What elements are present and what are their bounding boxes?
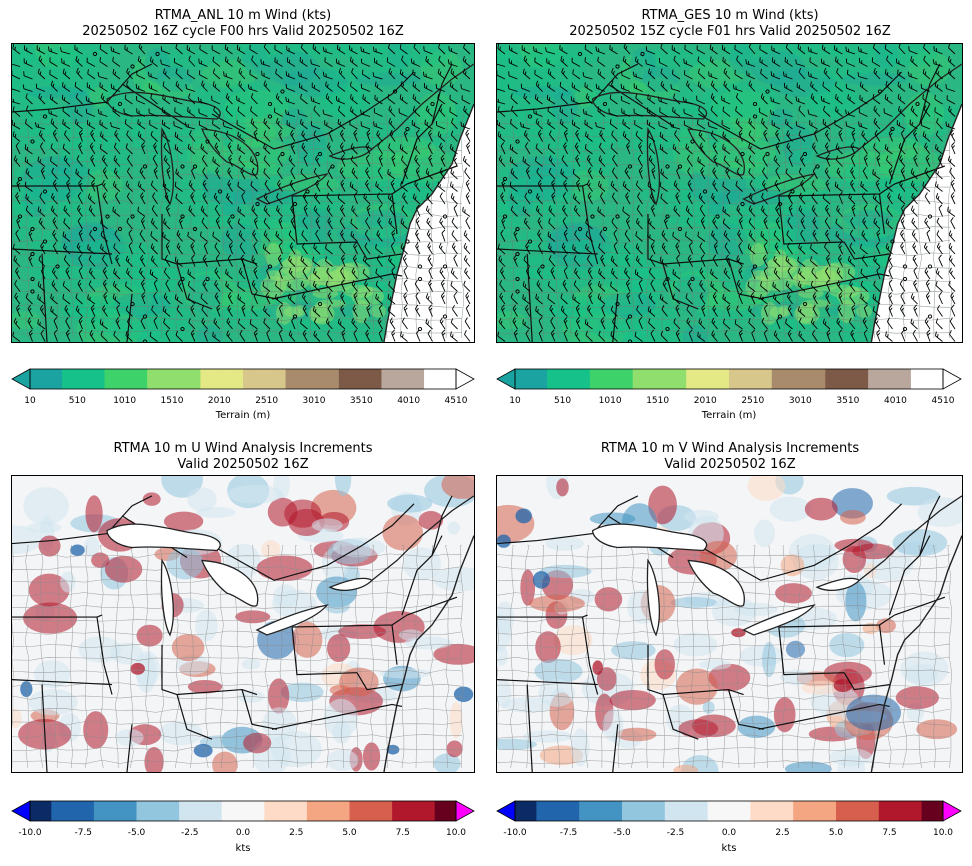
colorbar-tick-label: 5.0 [828,828,844,838]
terrain-colorbar-right [495,368,963,390]
colorbar-tick-label: -5.0 [127,828,146,838]
panel-title-ges: RTMA_GES 10 m Wind (kts) 20250502 15Z cy… [569,8,891,39]
colorbar-tick-label: 0.0 [235,828,251,838]
colorbar-tick-label: 3510 [349,396,373,406]
map-panel-uinc [11,475,475,773]
colorbar-tick-label: 1010 [598,396,622,406]
colorbar-tick-label: -2.5 [180,828,199,838]
colorbar-tick-label: -5.0 [613,828,631,838]
colorbar-tick-label: 2510 [255,396,279,406]
colorbar-tick-label: 10 [24,396,36,406]
colorbar-tick-label: -2.5 [666,828,685,838]
colorbar-tick-label: 510 [553,396,572,406]
increment-colorbar-label-right: kts [721,843,737,854]
increment-colorbar-label-left: kts [235,843,251,854]
colorbar-tick-label: 3010 [788,396,812,406]
colorbar-tick-label: -7.5 [559,828,578,838]
terrain-colorbar-label-right: Terrain (m) [701,410,757,421]
colorbar-tick-label: 2.5 [775,828,790,838]
colorbar-tick-label: 3010 [302,396,326,406]
terrain-colorbar-left [10,368,476,390]
panel-title-vinc: RTMA 10 m V Wind Analysis Increments Val… [600,441,860,472]
colorbar-tick-label: 7.5 [882,828,897,838]
colorbar-tick-label: 510 [68,396,86,406]
colorbar-tick-label: 1510 [160,396,184,406]
colorbar-tick-label: 10.0 [445,828,467,838]
colorbar-tick-label: 7.5 [395,828,410,838]
colorbar-tick-label: -10.0 [18,828,42,838]
increment-colorbar-right [495,800,963,822]
map-panel-anl [11,43,475,343]
colorbar-tick-label: 1510 [646,396,670,406]
colorbar-tick-label: -7.5 [74,828,93,838]
panel-title-uinc: RTMA 10 m U Wind Analysis Increments Val… [113,441,373,472]
colorbar-tick-label: 2010 [207,396,231,406]
increment-colorbar-left [10,800,476,822]
colorbar-tick-label: 2510 [741,396,765,406]
colorbar-tick-label: 4010 [883,396,907,406]
colorbar-tick-label: 4010 [397,396,421,406]
map-panel-vinc [496,475,963,773]
colorbar-tick-label: 0.0 [721,828,737,838]
colorbar-tick-label: -10.0 [503,828,527,838]
colorbar-tick-label: 10 [509,396,521,406]
colorbar-tick-label: 1010 [113,396,137,406]
colorbar-tick-label: 10.0 [932,828,954,838]
colorbar-tick-label: 4510 [931,396,955,406]
colorbar-tick-label: 5.0 [342,828,357,838]
map-panel-ges [496,43,963,343]
panel-title-anl: RTMA_ANL 10 m Wind (kts) 20250502 16Z cy… [82,8,404,39]
colorbar-tick-label: 3510 [836,396,860,406]
terrain-colorbar-label-left: Terrain (m) [215,410,271,421]
colorbar-tick-label: 2.5 [289,828,304,838]
colorbar-tick-label: 2010 [693,396,717,406]
colorbar-tick-label: 4510 [444,396,468,406]
